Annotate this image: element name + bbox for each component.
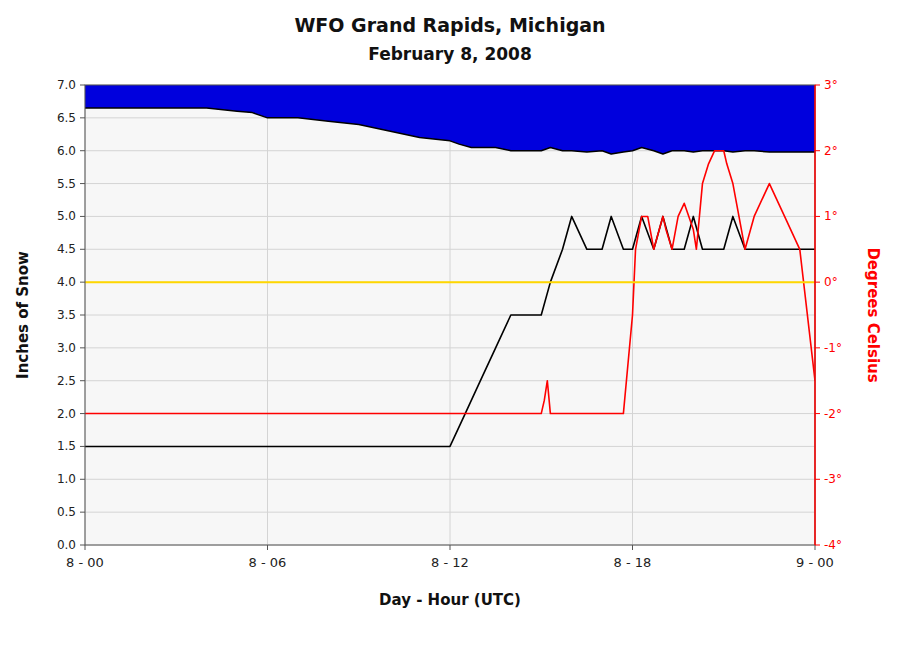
y-tick [80, 183, 85, 184]
y-tick-label: 7.0 [57, 78, 76, 92]
y-tick-label: 3.5 [57, 308, 76, 322]
y2-tick [815, 85, 820, 86]
x-tick-label: 9 - 00 [796, 555, 834, 570]
y-tick [80, 315, 85, 316]
y2-tick-label: -1° [824, 341, 842, 355]
x-tick-label: 8 - 00 [66, 555, 104, 570]
y2-tick [815, 413, 820, 414]
y-tick-label: 0.0 [57, 538, 76, 552]
y-axis-label: Inches of Snow [14, 251, 32, 379]
x-tick [450, 545, 451, 550]
y-tick [80, 85, 85, 86]
plot-frame [85, 85, 815, 545]
grid-line-y [85, 216, 815, 217]
y2-axis-line [814, 85, 816, 545]
y-tick [80, 282, 85, 283]
area-line [85, 108, 815, 154]
y2-tick-label: -2° [824, 407, 842, 421]
temperature-line [85, 151, 815, 414]
y2-tick-label: 2° [824, 144, 838, 158]
y2-tick [815, 347, 820, 348]
background [0, 0, 900, 650]
y-tick [80, 150, 85, 151]
y-tick-label: 3.0 [57, 341, 76, 355]
y-tick-label: 2.0 [57, 407, 76, 421]
y2-tick-label: -4° [824, 538, 842, 552]
y2-tick [815, 150, 820, 151]
y-tick [80, 117, 85, 118]
texts: WFO Grand Rapids, Michigan February 8, 20… [14, 14, 882, 609]
y-tick [80, 545, 85, 546]
x-tick [267, 545, 268, 550]
y2-tick [815, 545, 820, 546]
y-tick [80, 380, 85, 381]
x-tick-label: 8 - 18 [614, 555, 652, 570]
y-tick [80, 216, 85, 217]
y-tick-label: 6.0 [57, 144, 76, 158]
y-tick [80, 347, 85, 348]
y-tick [80, 512, 85, 513]
y-tick [80, 249, 85, 250]
reference-line [85, 281, 815, 283]
plot-marks [85, 85, 815, 446]
axes: 8 - 00 8 - 06 8 - 12 8 - 18 9 - 00 0.0 0.5 1.0 1… [57, 78, 842, 570]
y-tick-label: 2.5 [57, 374, 76, 388]
y2-tick [815, 282, 820, 283]
grid-line-y [85, 347, 815, 348]
grid-line-x [815, 85, 816, 545]
grid-line-y [85, 282, 815, 283]
x-tick [85, 545, 86, 550]
y2-tick-label: 1° [824, 209, 838, 223]
y-tick [80, 479, 85, 480]
grid [85, 85, 815, 545]
grid-line-y [85, 479, 815, 480]
y-tick [80, 446, 85, 447]
x-tick-label: 8 - 12 [431, 555, 469, 570]
y-tick-label: 4.5 [57, 242, 76, 256]
y-tick-label: 1.0 [57, 472, 76, 486]
line [85, 216, 815, 446]
y2-tick-label: 0° [824, 275, 838, 289]
y-tick-label: 5.0 [57, 209, 76, 223]
plot-area [85, 85, 815, 545]
grid-line-y [85, 183, 815, 184]
y-tick-label: 0.5 [57, 505, 76, 519]
y-tick-label: 6.5 [57, 111, 76, 125]
x-tick [632, 545, 633, 550]
title: WFO Grand Rapids, Michigan [294, 14, 605, 36]
y-tick [80, 413, 85, 414]
y2-tick [815, 216, 820, 217]
subtitle: February 8, 2008 [368, 44, 531, 64]
y-tick-label: 4.0 [57, 275, 76, 289]
y-tick-label: 5.5 [57, 177, 76, 191]
grid-line-y [85, 512, 815, 513]
x-axis-label: Day - Hour (UTC) [379, 591, 521, 609]
grid-line-y [85, 315, 815, 316]
grid-line-y [85, 380, 815, 381]
y2-tick-label: -3° [824, 472, 842, 486]
y2-tick [815, 479, 820, 480]
y2-axis-label: Degrees Celsius [864, 247, 882, 382]
y-tick-label: 1.5 [57, 439, 76, 453]
x-tick [815, 545, 816, 550]
area-fill [85, 85, 815, 154]
chart: 8 - 00 8 - 06 8 - 12 8 - 18 9 - 00 0.0 0.5 1.0 1… [0, 0, 900, 650]
x-tick-label: 8 - 06 [249, 555, 287, 570]
y2-tick-label: 3° [824, 78, 838, 92]
